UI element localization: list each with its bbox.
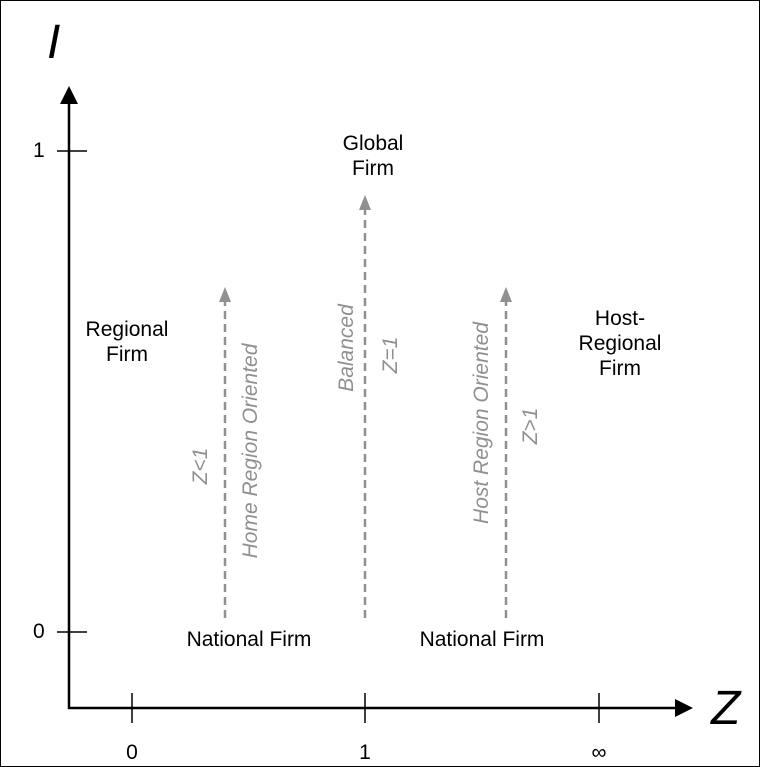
home-path-condition: Z<1: [189, 447, 212, 485]
regional-firm-line-2: Firm: [106, 343, 148, 366]
x-tick-label-inf: ∞: [591, 741, 607, 764]
global-firm-label: Global Firm: [343, 131, 404, 181]
host-regional-firm-line-1: Host-: [594, 307, 646, 330]
balanced-path-arrowhead: [359, 195, 371, 210]
balanced-path-condition: Z=1: [379, 336, 402, 374]
host-regional-firm-label: Host- Regional Firm: [579, 306, 662, 381]
national-firm-right-label: National Firm: [419, 628, 545, 651]
y-tick-label-1: 1: [33, 139, 45, 162]
balanced-path-label: Balanced: [335, 304, 358, 392]
x-tick-label-0: 0: [126, 741, 138, 764]
regional-firm-label: Regional Firm: [86, 317, 169, 367]
global-firm-line-1: Global: [342, 132, 404, 155]
national-firm-left-label: National Firm: [186, 628, 312, 651]
home-path-label: Home Region Oriented: [239, 343, 262, 559]
host-path-label: Host Region Oriented: [470, 322, 493, 524]
global-firm-line-2: Firm: [352, 157, 394, 180]
x-tick-label-1: 1: [359, 741, 371, 764]
x-axis-arrowhead: [675, 699, 693, 717]
host-path-condition: Z>1: [519, 407, 542, 445]
home-path-arrowhead: [219, 287, 231, 302]
host-regional-firm-line-3: Firm: [599, 357, 641, 380]
y-tick-label-0: 0: [33, 620, 45, 643]
y-axis-label: I: [47, 16, 61, 69]
host-path-arrowhead: [500, 287, 512, 302]
x-axis-label: Z: [711, 682, 741, 735]
host-regional-firm-line-2: Regional: [578, 332, 662, 355]
y-axis-arrowhead: [60, 86, 78, 104]
regional-firm-line-1: Regional: [85, 318, 169, 341]
